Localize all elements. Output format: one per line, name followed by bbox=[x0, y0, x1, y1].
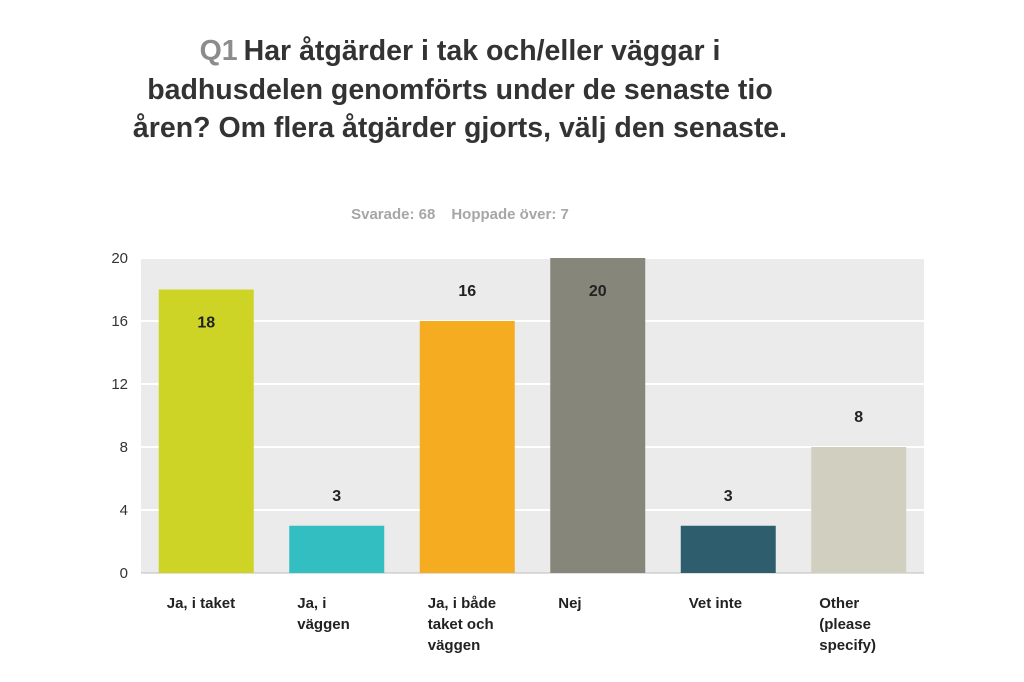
y-tick-label: 20 bbox=[111, 250, 128, 267]
bar bbox=[550, 258, 646, 573]
bar bbox=[289, 525, 385, 573]
data-label: 18 bbox=[197, 315, 215, 332]
x-tick-label: Nej bbox=[558, 595, 582, 612]
bar bbox=[158, 289, 254, 573]
y-tick-label: 4 bbox=[120, 502, 128, 519]
response-stats: Svarade: 68 Hoppade över: 7 bbox=[300, 206, 620, 223]
bar bbox=[680, 525, 776, 573]
bar bbox=[811, 447, 907, 573]
data-label: 8 bbox=[854, 409, 863, 426]
x-tick-label: Other (please specify) bbox=[819, 595, 876, 654]
plot-background bbox=[141, 258, 924, 573]
x-tick-label: Ja, i både taket och väggen bbox=[427, 595, 497, 654]
answered-count: Svarade: 68 bbox=[351, 206, 436, 223]
data-label: 3 bbox=[332, 488, 341, 505]
y-tick-label: 16 bbox=[111, 313, 128, 330]
y-tick-label: 0 bbox=[120, 565, 128, 582]
x-tick-label: Vet inte bbox=[688, 595, 743, 612]
x-tick-label: Ja, i taket bbox=[166, 595, 236, 612]
y-tick-label: 8 bbox=[120, 439, 128, 456]
x-tick-label: Ja, i väggen bbox=[297, 595, 350, 633]
chart-title: Q1 Har åtgärder i tak och/eller väggar i … bbox=[130, 32, 790, 148]
skipped-count: Hoppade över: 7 bbox=[451, 206, 569, 223]
question-number: Q1 bbox=[199, 35, 238, 67]
data-label: 20 bbox=[589, 283, 607, 300]
bar bbox=[419, 321, 515, 573]
question-text: Har åtgärder i tak och/eller väggar i ba… bbox=[132, 35, 788, 144]
data-label: 16 bbox=[458, 283, 476, 300]
data-label: 3 bbox=[724, 488, 733, 505]
y-tick-label: 12 bbox=[111, 376, 128, 393]
